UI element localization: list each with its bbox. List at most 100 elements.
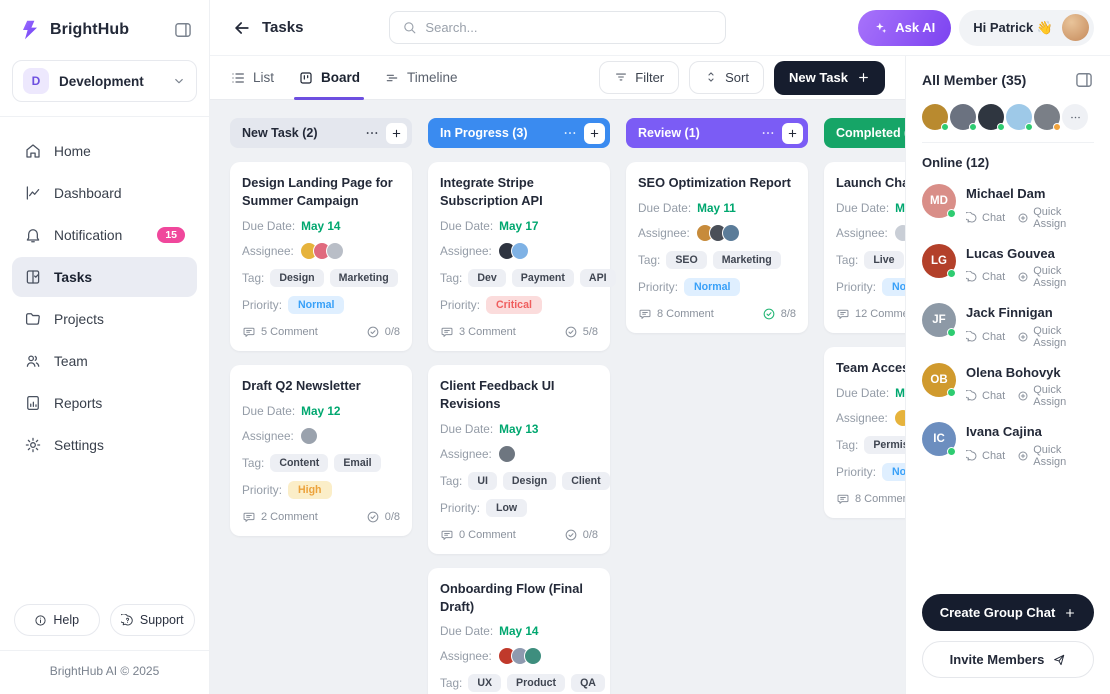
priority-badge: Norm [881,277,905,296]
status-dot [941,123,949,131]
member-row: MD Michael Dam Chat Quick Assign [922,184,1094,230]
back-arrow-icon[interactable] [232,18,252,38]
sidebar-item-reports[interactable]: Reports [12,383,197,423]
column-menu-icon[interactable] [364,125,380,141]
report-icon [24,394,42,412]
task-card[interactable]: Integrate Stripe Subscription API Due Da… [428,162,616,351]
board-column-new-task: New Task (2) Design Landing Page for Sum… [230,118,412,536]
support-button[interactable]: Support [109,604,195,636]
timeline-tab-icon [384,70,400,86]
comment-count: 3 Comment [440,325,516,339]
tab-timeline[interactable]: Timeline [384,56,458,99]
sort-button[interactable]: Sort [689,60,764,94]
chat-button[interactable]: Chat [966,384,1005,408]
info-icon [34,614,47,627]
task-title: Design Landing Page for Summer Campaign [242,175,393,208]
task-card[interactable]: Onboarding Flow (Final Draft) Due Date: M… [428,567,610,694]
create-group-chat-button[interactable]: Create Group Chat [922,594,1094,631]
assignee-avatar [325,241,344,260]
sidebar-item-tasks[interactable]: Tasks [12,257,197,297]
sidebar-item-home[interactable]: Home [12,131,197,171]
status-dot [947,447,956,457]
quick-assign-button[interactable]: Quick Assign [1017,444,1094,468]
quick-assign-button[interactable]: Quick Assign [1017,265,1094,289]
user-menu[interactable]: Hi Patrick 👋 [959,9,1094,46]
support-label: Support [139,613,184,627]
search-input[interactable] [425,20,714,35]
tag-pill: Product [507,674,566,693]
chat-icon [966,330,978,343]
quick-assign-button[interactable]: Quick Assign [1017,206,1094,230]
filter-button[interactable]: Filter [599,60,680,94]
column-add-icon[interactable] [584,122,605,144]
divider [0,116,209,117]
page-title: Tasks [262,19,304,36]
chat-button[interactable]: Chat [966,444,1005,468]
new-task-button[interactable]: New Task [773,60,885,95]
member-avatar: MD [922,184,956,218]
chat-button[interactable]: Chat [966,206,1005,230]
members-title: All Member (35) [922,72,1027,88]
task-card[interactable]: Design Landing Page for Summer Campaign … [230,162,412,351]
column-menu-icon[interactable] [760,125,776,141]
column-add-icon[interactable] [386,122,407,144]
task-card[interactable]: Team Access R Due Date: May Assignee: Tag… [824,346,905,518]
workspace-name: Development [59,73,144,89]
assignee-avatar [523,647,542,666]
subtask-progress: 8/8 [762,307,796,321]
chat-button[interactable]: Chat [966,265,1005,289]
tag-pill: Content [270,453,329,472]
brand-name: BrightHub [50,21,130,38]
sidebar-item-team[interactable]: Team [12,341,197,381]
priority-label: Priority: [242,482,282,497]
column-title: Completed ( [836,126,905,140]
sidebar-item-label: Dashboard [54,185,122,201]
status-dot [947,209,956,218]
subtask-progress: 0/8 [564,528,598,542]
tab-board[interactable]: Board [294,56,365,100]
due-date-value: May 14 [301,218,341,233]
column-menu-icon[interactable] [562,125,578,141]
member-name: Jack Finnigan [966,305,1053,321]
assignee-label: Assignee: [836,225,888,240]
tab-label: Board [321,70,361,85]
task-title: Draft Q2 Newsletter [242,377,361,393]
quick-assign-button[interactable]: Quick Assign [1017,384,1094,408]
panel-collapse-icon[interactable] [1074,70,1094,90]
sidebar-collapse-icon[interactable] [173,20,193,40]
notification-badge: 15 [157,227,185,243]
tag-pill: Design [502,471,557,490]
chat-button[interactable]: Chat [966,325,1005,349]
sidebar-item-projects[interactable]: Projects [12,299,197,339]
workspace-selector[interactable]: D Development [12,60,197,102]
tag-pill: Marketing [329,268,398,287]
task-card[interactable]: SEO Optimization Report Due Date: May 11 … [626,162,808,333]
sidebar-item-settings[interactable]: Settings [12,425,197,465]
quick-assign-button[interactable]: Quick Assign [1017,325,1094,349]
divider [0,650,209,651]
column-add-icon[interactable] [782,122,803,144]
task-card[interactable]: Launch Chat S Due Date: May Assignee: Tag… [824,162,905,333]
assignee-label: Assignee: [440,649,492,664]
ask-ai-button[interactable]: Ask AI [858,9,952,46]
task-card[interactable]: Client Feedback UI Revisions Due Date: Ma… [428,364,610,554]
sidebar-item-dashboard[interactable]: Dashboard [12,173,197,213]
sidebar-nav: Home Dashboard Notification 15 Tasks Pro… [0,117,209,465]
priority-label: Priority: [440,500,480,515]
help-button[interactable]: Help [14,604,100,636]
sidebar-item-notification[interactable]: Notification 15 [12,215,197,255]
member-name: Ivana Cajina [966,424,1042,440]
assignee-label: Assignee: [242,243,294,258]
assignee-label: Assignee: [440,446,492,461]
task-title: Launch Chat S [836,175,905,190]
sidebar-item-label: Projects [54,311,104,327]
more-members-button[interactable] [1062,104,1088,130]
task-card[interactable]: Draft Q2 Newsletter Due Date: May 12 Assi… [230,364,412,536]
user-avatar [1062,14,1089,41]
sidebar-item-label: Settings [54,437,104,453]
invite-members-button[interactable]: Invite Members [922,641,1094,678]
priority-badge: High [287,480,332,499]
due-date-label: Due Date: [638,200,692,215]
tab-list[interactable]: List [230,56,274,99]
subtask-progress: 5/8 [564,325,598,339]
